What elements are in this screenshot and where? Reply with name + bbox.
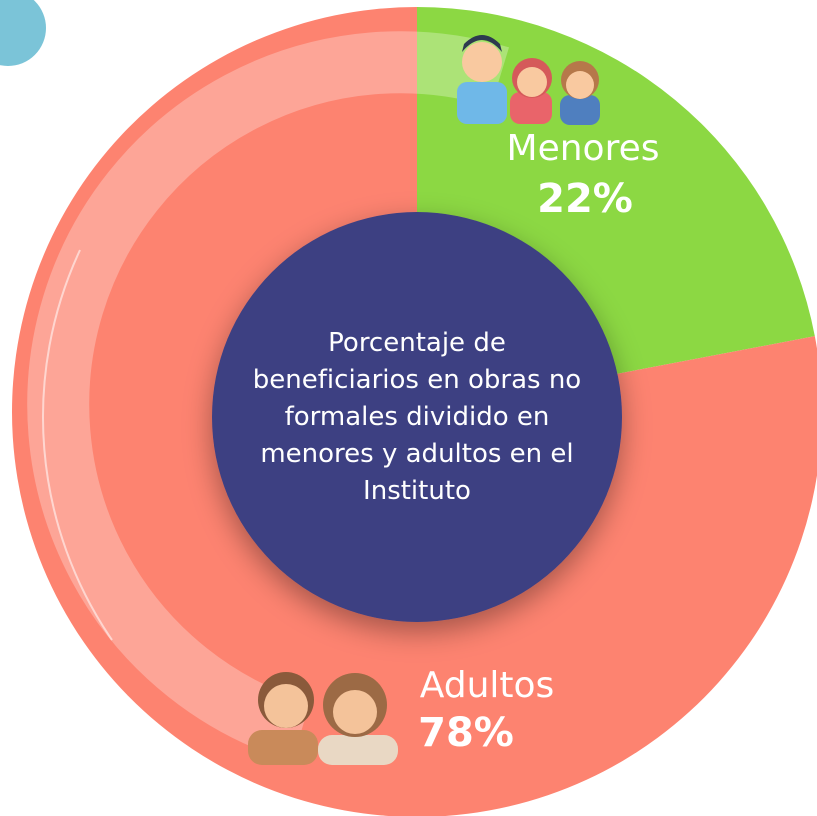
page: Beneficiarios {"chart_data": {"type": "p… bbox=[0, 0, 817, 816]
slice-category: Menores bbox=[507, 128, 660, 169]
slice-value-label: 78% bbox=[418, 710, 514, 756]
page-body: Menores 22% Adultos78% Porcentaje de benef… bbox=[0, 0, 817, 816]
slice-category: Adultos bbox=[420, 665, 555, 706]
chart-title: Porcentaje de beneficiarios en obras no … bbox=[252, 312, 582, 522]
slice-value-label: 22% bbox=[537, 176, 633, 222]
corner-dot bbox=[0, 0, 46, 66]
